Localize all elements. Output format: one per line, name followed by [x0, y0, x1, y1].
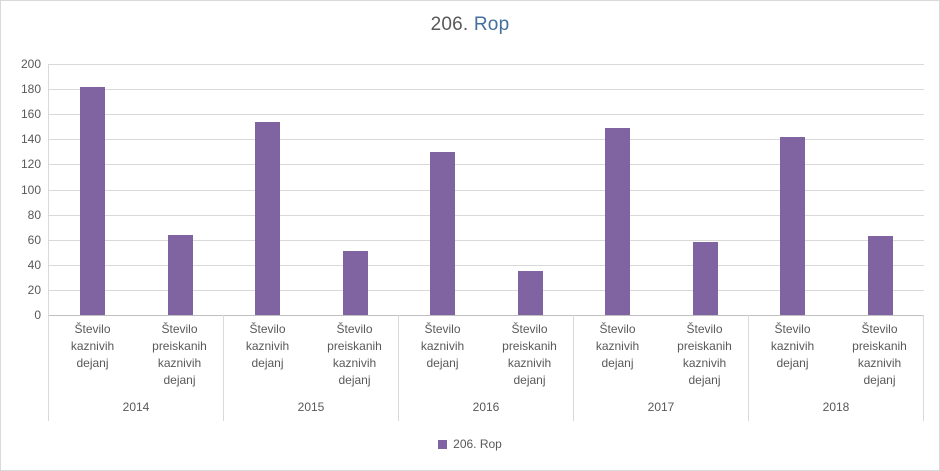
- category-label-2018-1: Število kaznivih dejanj: [770, 322, 815, 370]
- category-label-2017-2: Število preiskanih kaznivih dejanj: [677, 322, 732, 387]
- category-label-2015-2: Število preiskanih kaznivih dejanj: [327, 322, 382, 387]
- category-label-2016-1: Število kaznivih dejanj: [420, 322, 465, 370]
- category-label-2017-1: Število kaznivih dejanj: [595, 322, 640, 370]
- year-label-2016: 2016: [472, 400, 500, 414]
- chart-title-prefix: 206.: [430, 14, 469, 35]
- y-tick-label-160: 160: [20, 107, 41, 122]
- bar-2018-preiskana: [867, 235, 893, 315]
- category-label-2016-2: Število preiskanih kaznivih dejanj: [502, 322, 557, 387]
- gridline-180: [49, 89, 924, 91]
- gridline-60: [49, 239, 924, 241]
- gridline-160: [49, 114, 924, 116]
- gridline-80: [49, 214, 924, 216]
- plot-area: [48, 64, 924, 316]
- year-group-2015: Število kaznivih dejanj Število preiskani…: [224, 315, 399, 421]
- y-tick-label-0: 0: [34, 308, 41, 322]
- category-label-2014-1: Število kaznivih dejanj: [70, 322, 115, 370]
- bar-2017-kazniva: [605, 128, 631, 315]
- bar-2017-preiskana: [692, 242, 718, 315]
- bar-2015-kazniva: [255, 121, 281, 315]
- gridline-100: [49, 189, 924, 191]
- y-tick-label-60: 60: [27, 232, 41, 247]
- year-label-2017: 2017: [647, 400, 675, 414]
- category-label-2018-2: Število preiskanih kaznivih dejanj: [852, 322, 907, 387]
- category-axis: Število kaznivih dejanj Število preiskani…: [48, 315, 924, 421]
- y-tick-label-120: 120: [20, 157, 41, 172]
- year-label-2015: 2015: [297, 400, 325, 414]
- y-tick-label-20: 20: [27, 282, 41, 297]
- chart-title-emphasis: Rop: [473, 14, 510, 35]
- category-label-2014-2: Število preiskanih kaznivih dejanj: [152, 322, 207, 387]
- bar-2018-kazniva: [780, 136, 806, 315]
- chart-title: 206. Rop: [1, 14, 939, 36]
- y-tick-label-200: 200: [20, 57, 41, 71]
- gridline-140: [49, 139, 924, 141]
- gridline-20: [49, 289, 924, 291]
- year-label-2014: 2014: [122, 400, 150, 414]
- bar-2016-preiskana: [517, 271, 543, 315]
- bar-2015-preiskana: [342, 251, 368, 315]
- y-tick-label-40: 40: [27, 257, 41, 272]
- year-group-2017: Število kaznivih dejanj Število preiskani…: [574, 315, 749, 421]
- year-group-2014: Število kaznivih dejanj Število preiskani…: [49, 315, 224, 421]
- legend-swatch-icon: [438, 439, 448, 449]
- legend-label: 206. Rop: [453, 437, 502, 451]
- gridline-120: [49, 164, 924, 166]
- bar-2016-kazniva: [430, 151, 456, 315]
- y-tick-label-140: 140: [20, 132, 41, 147]
- category-label-2015-1: Število kaznivih dejanj: [245, 322, 290, 370]
- y-tick-label-180: 180: [20, 82, 41, 97]
- year-group-2016: Število kaznivih dejanj Število preiskani…: [399, 315, 574, 421]
- year-group-2018: Število kaznivih dejanj Število preiskani…: [749, 315, 924, 421]
- gridline-200: [49, 64, 924, 65]
- y-tick-label-100: 100: [20, 182, 41, 197]
- bar-2014-kazniva: [80, 86, 106, 315]
- year-label-2018: 2018: [822, 400, 850, 414]
- legend: 206. Rop: [1, 437, 939, 451]
- gridline-40: [49, 264, 924, 266]
- bar-2014-preiskana: [167, 234, 193, 315]
- y-tick-label-80: 80: [27, 207, 41, 222]
